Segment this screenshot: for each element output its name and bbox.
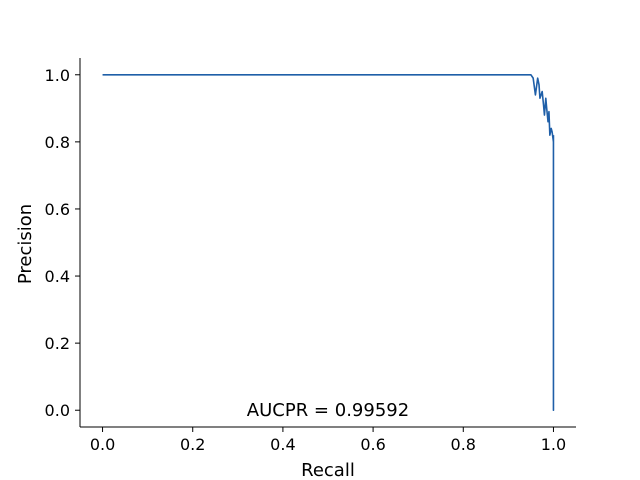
x-tick-label: 0.4: [270, 435, 295, 454]
aucpr-annotation: AUCPR = 0.99592: [247, 400, 409, 421]
series-line-0: [102, 73, 555, 412]
y-axis-label: Precision: [15, 204, 36, 284]
y-tick-label: 0.2: [45, 334, 70, 353]
plot-marks: [102, 73, 555, 412]
x-tick-label: 0.8: [451, 435, 476, 454]
y-tick-label: 0.0: [45, 401, 70, 420]
x-tick-label: 0.2: [180, 435, 205, 454]
x-tick-label: 0.0: [90, 435, 115, 454]
x-tick-label: 0.6: [360, 435, 385, 454]
axes: 0.0 0.2 0.4 0.6 0.8 1.0 0.0 0.2 0.4 0.6 0.8 1.0: [45, 58, 576, 454]
y-tick-label: 1.0: [45, 66, 70, 85]
x-tick-label: 1.0: [541, 435, 566, 454]
y-tick-label: 0.4: [45, 267, 70, 286]
y-tick-label: 0.6: [45, 200, 70, 219]
x-axis-label: Recall: [301, 460, 355, 480]
y-tick-label: 0.8: [45, 133, 70, 152]
